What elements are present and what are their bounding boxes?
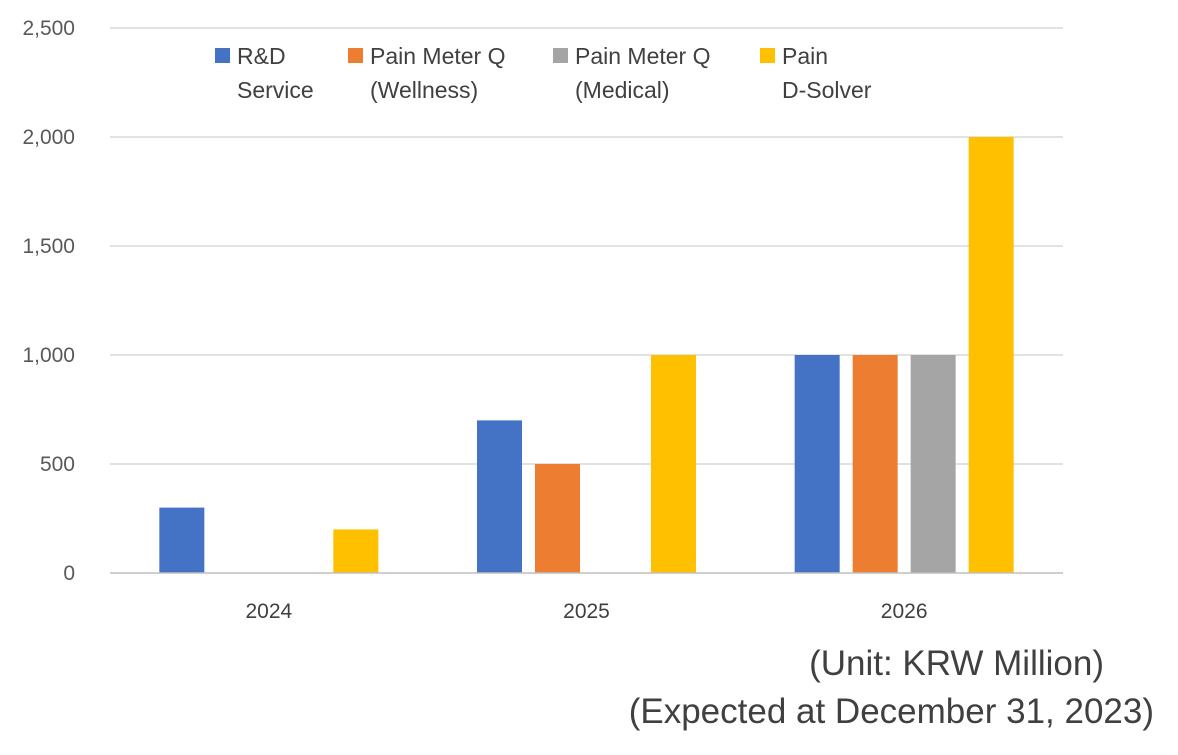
bars xyxy=(159,137,1014,573)
legend-label: Pain D-Solver xyxy=(782,43,872,103)
gridlines xyxy=(110,27,1063,465)
bar xyxy=(852,355,898,573)
bar xyxy=(333,529,379,573)
bar xyxy=(794,355,840,573)
legend-swatch xyxy=(348,48,363,63)
y-axis-ticks: 0 500 1,000 1,500 2,000 2,500 xyxy=(22,17,75,585)
legend: R&D Service Pain Meter Q (Wellness) Pain Met… xyxy=(215,43,872,103)
legend-label: Pain Meter Q (Medical) xyxy=(575,43,711,103)
legend-label: Pain Meter Q (Wellness) xyxy=(370,43,506,103)
bar xyxy=(535,464,580,573)
y-tick-label: 1,500 xyxy=(22,235,75,258)
bar xyxy=(968,137,1014,573)
y-tick-label: 0 xyxy=(63,562,75,585)
x-tick-label: 2025 xyxy=(563,600,610,623)
x-tick-label: 2024 xyxy=(245,600,292,623)
expected-note: (Expected at December 31, 2023) xyxy=(628,692,1154,731)
x-axis: 2024 2025 2026 xyxy=(110,572,1063,623)
legend-swatch xyxy=(553,48,568,63)
unit-note: (Unit: KRW Million) xyxy=(809,644,1104,683)
y-tick-label: 2,000 xyxy=(22,126,75,149)
legend-label: R&D Service xyxy=(237,43,314,103)
bar xyxy=(651,355,696,573)
y-tick-label: 500 xyxy=(40,453,75,476)
y-tick-label: 2,500 xyxy=(22,17,75,40)
legend-swatch xyxy=(215,48,230,63)
bar xyxy=(477,420,522,573)
legend-swatch xyxy=(760,48,775,63)
y-tick-label: 1,000 xyxy=(22,344,75,367)
x-tick-label: 2026 xyxy=(881,600,928,623)
bar xyxy=(159,507,205,573)
bar xyxy=(910,355,956,573)
